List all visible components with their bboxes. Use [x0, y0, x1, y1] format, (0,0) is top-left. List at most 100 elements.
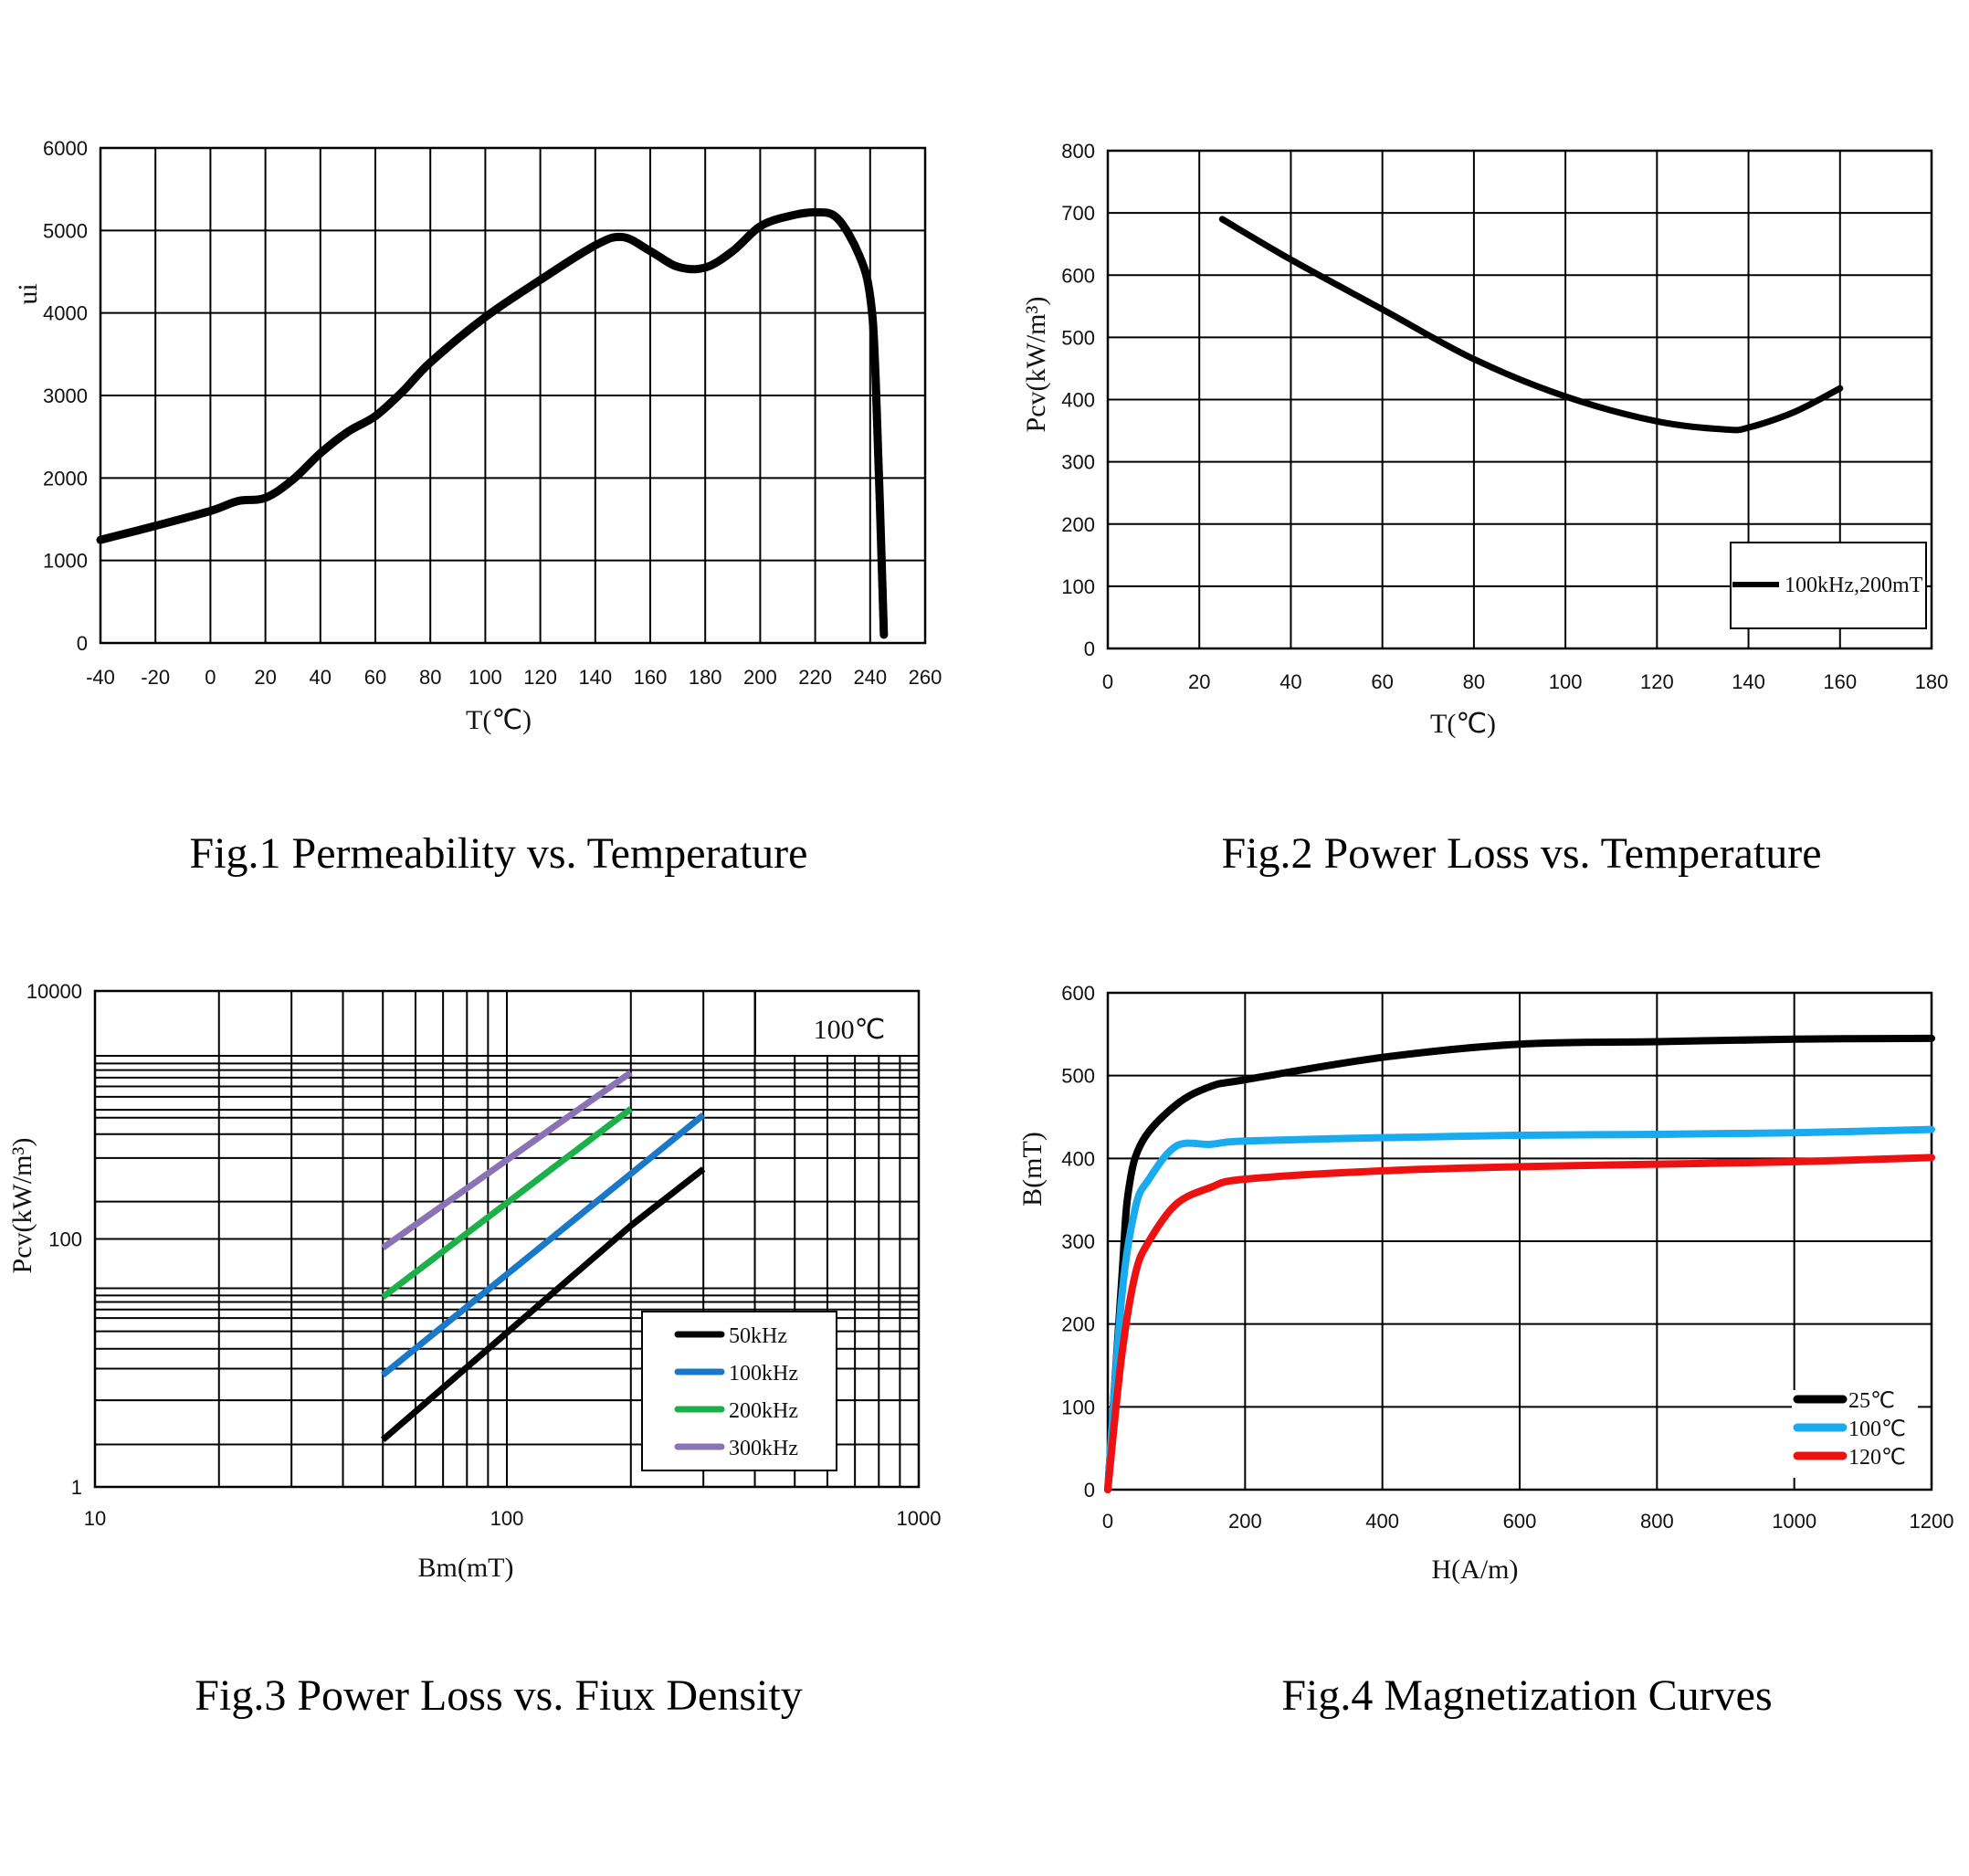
y-tick-label: 100: [48, 1228, 82, 1251]
y-tick-label: 800: [1061, 140, 1095, 163]
fig3-series: [380, 1070, 706, 1443]
plot-frame: [99, 146, 927, 645]
y-tick-label: 5000: [43, 219, 88, 242]
x-tick-label: 100: [490, 1507, 524, 1530]
y-tick-label: 200: [1061, 1313, 1095, 1336]
legend-label: 200kHz: [729, 1399, 798, 1423]
series-line-25℃: [1104, 1034, 1935, 1493]
y-tick-label: 600: [1061, 982, 1095, 1005]
fig3-caption: Fig.3 Power Loss vs. Fiux Density: [195, 1671, 802, 1720]
fig3-y-axis-title: Pcv(kW/m³): [7, 1138, 37, 1274]
x-tick-label: 40: [1279, 670, 1301, 693]
fig4-caption: Fig.4 Magnetization Curves: [1281, 1671, 1772, 1720]
y-tick-label: 300: [1061, 1230, 1095, 1253]
y-tick-label: 1000: [43, 550, 88, 573]
y-tick-label: 2000: [43, 467, 88, 490]
legend-label: 25℃: [1848, 1389, 1895, 1413]
plot-frame: [93, 989, 921, 1489]
x-tick-label: 0: [1102, 670, 1113, 693]
fig2-caption: Fig.2 Power Loss vs. Temperature: [1222, 829, 1822, 878]
y-tick-label: 400: [1061, 389, 1095, 412]
fig4-legend-background: [1792, 1390, 1918, 1478]
legend-label: 120℃: [1848, 1446, 1906, 1470]
fig3-power-loss-flux-density-chart: 10 100 1000 1 100 10000 100℃ 50kHz 100kHz 200kH…: [7, 980, 941, 1720]
fig1-series: [96, 207, 889, 639]
y-tick-label: 700: [1061, 202, 1095, 225]
y-tick-label: 0: [77, 632, 88, 655]
fig2-tick-labels: 0 20 40 60 80 100 120 140 160 180 0 100 200 300 400 500…: [1061, 140, 1948, 693]
y-tick-label: 10000: [26, 980, 82, 1003]
fig2-series: [1218, 216, 1844, 434]
fig2-legend-label: 100kHz,200mT: [1785, 574, 1923, 597]
fig1-grid: [99, 146, 927, 645]
x-tick-label: 200: [743, 666, 777, 689]
y-tick-label: 500: [1061, 1065, 1095, 1088]
x-tick-label: 80: [1463, 670, 1485, 693]
fig1-caption: Fig.1 Permeability vs. Temperature: [190, 829, 808, 878]
fig2-power-loss-temperature-chart: 0 20 40 60 80 100 120 140 160 180 0 100 200 300 400 500…: [1021, 140, 1948, 878]
x-tick-label: 140: [578, 666, 612, 689]
x-tick-label: 160: [634, 666, 668, 689]
x-tick-label: 200: [1228, 1510, 1262, 1533]
x-tick-label: 60: [1371, 670, 1393, 693]
fig1-y-axis-title: ui: [13, 283, 43, 304]
x-tick-label: 1200: [1910, 1510, 1954, 1533]
x-tick-label: 600: [1503, 1510, 1537, 1533]
series-line-300kHz: [381, 1070, 633, 1250]
y-tick-label: 300: [1061, 451, 1095, 474]
y-tick-label: 200: [1061, 513, 1095, 536]
y-tick-label: 100: [1061, 575, 1095, 598]
x-tick-label: 0: [1102, 1510, 1113, 1533]
series-line-ui: [96, 207, 889, 639]
y-tick-label: 400: [1061, 1147, 1095, 1170]
x-tick-label: 180: [1915, 670, 1949, 693]
x-tick-label: 1000: [1772, 1510, 1816, 1533]
fig1-x-axis-title: T(℃): [466, 705, 532, 735]
x-tick-label: 100: [469, 666, 502, 689]
x-tick-label: 240: [853, 666, 887, 689]
x-tick-label: 1000: [897, 1507, 942, 1530]
x-tick-label: 160: [1823, 670, 1857, 693]
fig3-tick-labels: 10 100 1000 1 100 10000: [26, 980, 942, 1530]
fig4-magnetization-chart: 0 200 400 600 800 1000 1200 0 100 200 300 400 500 600…: [1017, 982, 1953, 1720]
x-tick-label: 80: [419, 666, 441, 689]
x-tick-label: 220: [798, 666, 832, 689]
x-tick-label: -20: [141, 666, 170, 689]
series-line-100℃: [1104, 1125, 1935, 1493]
x-tick-label: 20: [254, 666, 276, 689]
legend-label: 100kHz: [729, 1362, 798, 1386]
fig2-y-axis-title: Pcv(kW/m³): [1021, 297, 1051, 433]
fig3-legend: 50kHz 100kHz 200kHz 300kHz: [641, 1311, 837, 1471]
x-tick-label: 10: [84, 1507, 106, 1530]
fig2-grid: [1106, 149, 1933, 650]
y-tick-label: 6000: [43, 137, 88, 160]
fig3-legend-box: [641, 1311, 837, 1471]
x-tick-label: 60: [364, 666, 386, 689]
legend-label: 100℃: [1848, 1418, 1906, 1441]
y-tick-label: 4000: [43, 302, 88, 325]
y-tick-label: 100: [1061, 1396, 1095, 1418]
series-line-200kHz: [381, 1106, 633, 1300]
fig4-tick-labels: 0 200 400 600 800 1000 1200 0 100 200 300 400 500 600: [1061, 982, 1953, 1533]
fig4-grid: [1106, 991, 1933, 1491]
fig2-legend: 100kHz,200mT: [1730, 542, 1927, 629]
plot-frame: [1106, 149, 1933, 650]
fig1-tick-labels: -40 -20 0 20 40 60 80 100 120 140 160 180 200 220 240 2…: [43, 137, 942, 689]
fig1-permeability-chart: -40 -20 0 20 40 60 80 100 120 140 160 180 200 220 240 2…: [13, 137, 942, 878]
series-line-120℃: [1104, 1154, 1935, 1493]
x-tick-label: 800: [1640, 1510, 1674, 1533]
x-tick-label: 140: [1732, 670, 1765, 693]
x-tick-label: 120: [1640, 670, 1674, 693]
fig3-temperature-annotation: 100℃: [814, 1015, 886, 1045]
plot-frame: [1106, 991, 1933, 1491]
series-line-100kHz: [381, 1112, 706, 1378]
fig2-x-axis-title: T(℃): [1430, 709, 1496, 739]
x-tick-label: 400: [1365, 1510, 1399, 1533]
y-tick-label: 0: [1084, 1479, 1095, 1502]
x-tick-label: 0: [205, 666, 216, 689]
x-tick-label: -40: [86, 666, 115, 689]
x-tick-label: 20: [1188, 670, 1210, 693]
y-tick-label: 600: [1061, 264, 1095, 287]
legend-label: 300kHz: [729, 1437, 798, 1460]
